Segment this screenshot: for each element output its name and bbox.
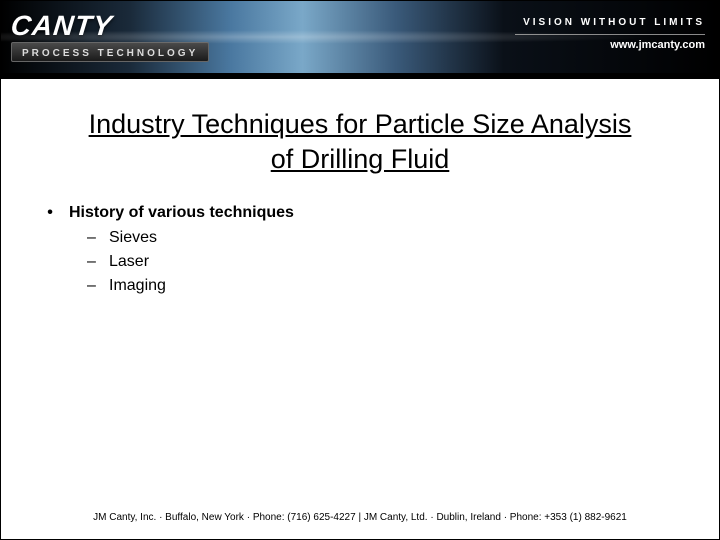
header-right: VISION WITHOUT LIMITS www.jmcanty.com: [515, 17, 705, 51]
sublist: – Sieves – Laser – Imaging: [87, 226, 675, 298]
bullet-dash-icon: –: [87, 274, 97, 298]
brand-name: CANTY: [10, 12, 211, 40]
slide-footer: JM Canty, Inc. · Buffalo, New York · Pho…: [1, 512, 719, 523]
tagline: VISION WITHOUT LIMITS: [515, 17, 705, 28]
list-item-lvl2: – Sieves: [87, 226, 675, 250]
bullet-list: • History of various techniques – Sieves…: [45, 204, 675, 298]
list-item-label: Imaging: [109, 274, 166, 298]
tagline-divider: [515, 34, 705, 35]
bullet-dash-icon: –: [87, 226, 97, 250]
list-item-label: Laser: [109, 250, 149, 274]
slide-header: CANTY PROCESS TECHNOLOGY VISION WITHOUT …: [1, 1, 719, 73]
list-item-lvl1: • History of various techniques: [45, 204, 675, 222]
bullet-dash-icon: –: [87, 250, 97, 274]
bullet-dot-icon: •: [45, 204, 55, 222]
brand-block: CANTY PROCESS TECHNOLOGY: [11, 12, 209, 62]
slide: CANTY PROCESS TECHNOLOGY VISION WITHOUT …: [0, 0, 720, 540]
list-item-label: History of various techniques: [69, 204, 294, 222]
list-item-label: Sieves: [109, 226, 157, 250]
slide-body: Industry Techniques for Particle Size An…: [1, 79, 719, 539]
slide-title: Industry Techniques for Particle Size An…: [80, 107, 640, 176]
website-url: www.jmcanty.com: [515, 39, 705, 51]
brand-subtitle: PROCESS TECHNOLOGY: [22, 48, 198, 59]
brand-subtitle-plate: PROCESS TECHNOLOGY: [11, 42, 209, 62]
list-item-lvl2: – Laser: [87, 250, 675, 274]
list-item-lvl2: – Imaging: [87, 274, 675, 298]
